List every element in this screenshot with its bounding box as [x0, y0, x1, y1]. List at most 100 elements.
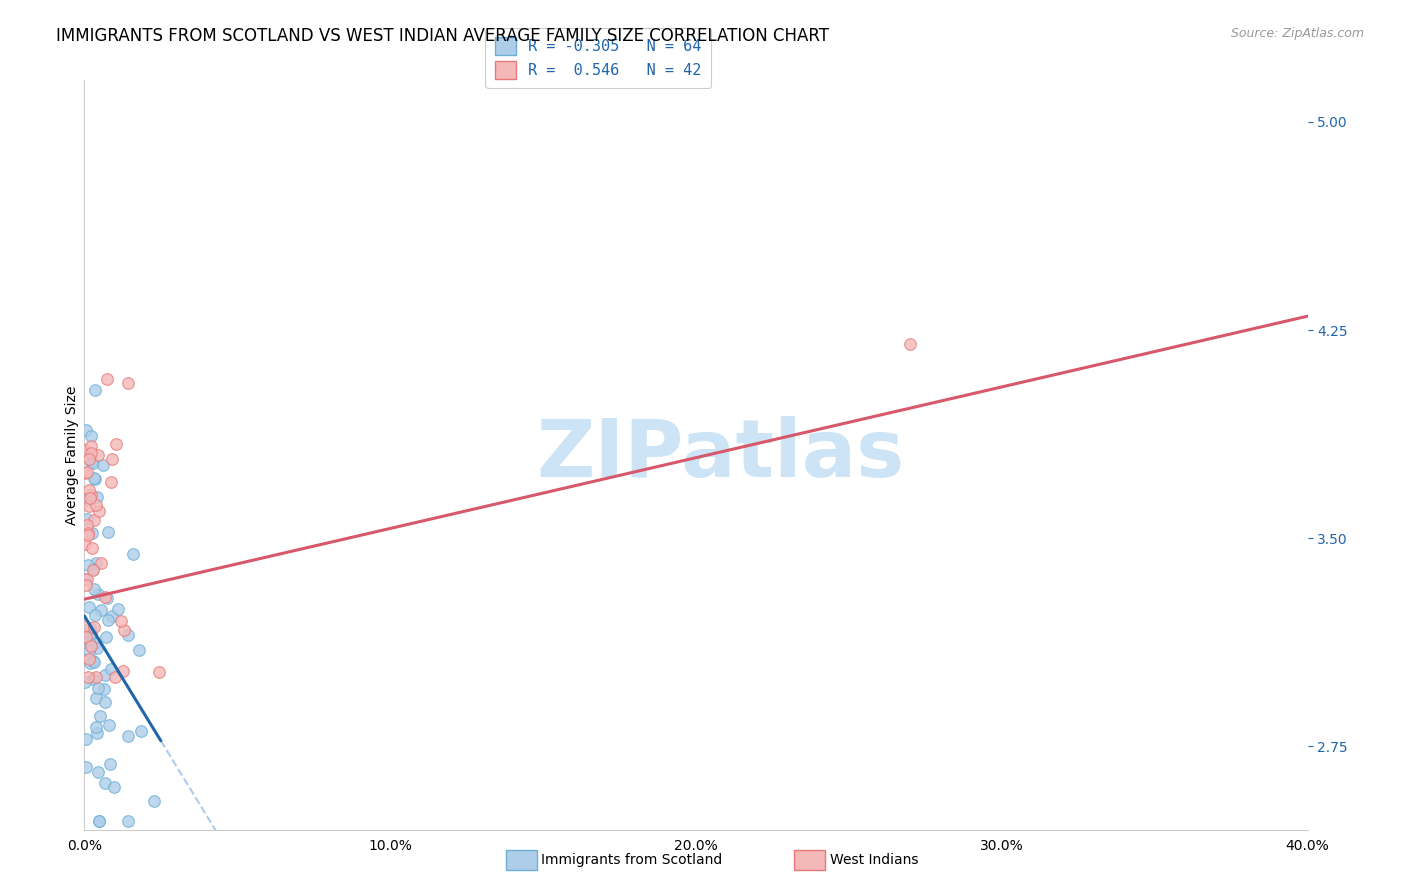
Point — [103, 780, 125, 795]
Point — [100, 475, 122, 489]
Point — [84, 498, 107, 512]
Point — [96, 372, 118, 386]
Point — [80, 625, 103, 640]
Point — [76, 525, 98, 540]
Point — [84, 383, 107, 397]
Point — [97, 525, 120, 540]
Point — [82, 672, 104, 686]
Point — [87, 448, 110, 462]
Point — [80, 541, 103, 555]
Point — [117, 814, 139, 829]
Point — [77, 558, 100, 573]
Point — [77, 633, 100, 648]
Point — [93, 667, 115, 681]
Point — [100, 662, 122, 676]
Point — [73, 619, 96, 633]
Point — [96, 630, 118, 644]
Point — [76, 518, 98, 533]
Point — [98, 717, 121, 731]
Point — [148, 665, 170, 679]
Point — [86, 726, 108, 740]
Point — [75, 492, 97, 507]
Point — [84, 636, 107, 650]
Point — [84, 691, 107, 706]
Point — [83, 655, 105, 669]
Point — [79, 491, 101, 505]
Point — [80, 639, 103, 653]
Point — [76, 465, 98, 479]
Point — [79, 652, 101, 666]
Point — [75, 466, 97, 480]
Point — [111, 665, 134, 679]
Point — [77, 483, 100, 497]
Point — [83, 513, 105, 527]
Point — [77, 528, 100, 542]
Point — [87, 504, 110, 518]
Point — [84, 720, 107, 734]
Point — [79, 455, 101, 469]
Point — [80, 429, 103, 443]
Point — [86, 640, 108, 655]
Point — [94, 776, 117, 790]
Point — [83, 471, 105, 485]
Point — [73, 442, 96, 457]
Point — [83, 582, 105, 596]
Point — [76, 572, 98, 586]
Point — [82, 526, 104, 541]
Point — [898, 337, 921, 351]
Text: West Indians: West Indians — [830, 853, 918, 867]
Point — [86, 490, 108, 504]
Point — [80, 446, 103, 460]
Point — [79, 452, 101, 467]
Y-axis label: Average Family Size: Average Family Size — [65, 385, 79, 524]
Point — [75, 674, 97, 689]
Point — [77, 644, 100, 658]
Legend: R = -0.305   N = 64, R =  0.546   N = 42: R = -0.305 N = 64, R = 0.546 N = 42 — [485, 28, 711, 87]
Point — [94, 590, 117, 604]
Text: Source: ZipAtlas.com: Source: ZipAtlas.com — [1230, 27, 1364, 40]
Point — [75, 732, 97, 747]
Point — [87, 814, 110, 829]
Point — [87, 681, 110, 696]
Point — [87, 765, 110, 780]
Text: Immigrants from Scotland: Immigrants from Scotland — [541, 853, 723, 867]
Point — [87, 587, 110, 601]
Point — [82, 564, 104, 578]
Point — [101, 608, 124, 623]
Point — [94, 694, 117, 708]
Point — [73, 572, 96, 586]
Point — [79, 488, 101, 502]
Point — [83, 607, 105, 622]
Point — [84, 670, 107, 684]
Point — [90, 556, 112, 570]
Point — [93, 682, 115, 697]
Point — [96, 591, 118, 605]
Point — [143, 794, 166, 808]
Point — [122, 547, 145, 561]
Point — [107, 602, 129, 616]
Point — [79, 657, 101, 671]
Point — [83, 620, 105, 634]
Point — [80, 439, 103, 453]
Point — [117, 729, 139, 743]
Point — [75, 760, 97, 774]
Point — [84, 472, 107, 486]
Point — [75, 578, 97, 592]
Point — [91, 458, 114, 472]
Point — [112, 623, 135, 637]
Point — [82, 457, 104, 471]
Point — [73, 627, 96, 641]
Point — [117, 627, 139, 641]
Point — [84, 557, 107, 571]
Point — [77, 670, 100, 684]
Point — [117, 376, 139, 391]
Point — [82, 654, 104, 668]
Point — [100, 451, 122, 466]
Text: ZIPatlas: ZIPatlas — [536, 416, 904, 494]
Point — [75, 630, 97, 644]
Point — [89, 709, 111, 723]
Point — [87, 814, 110, 829]
Point — [131, 724, 153, 739]
Point — [110, 614, 132, 628]
Point — [75, 423, 97, 437]
